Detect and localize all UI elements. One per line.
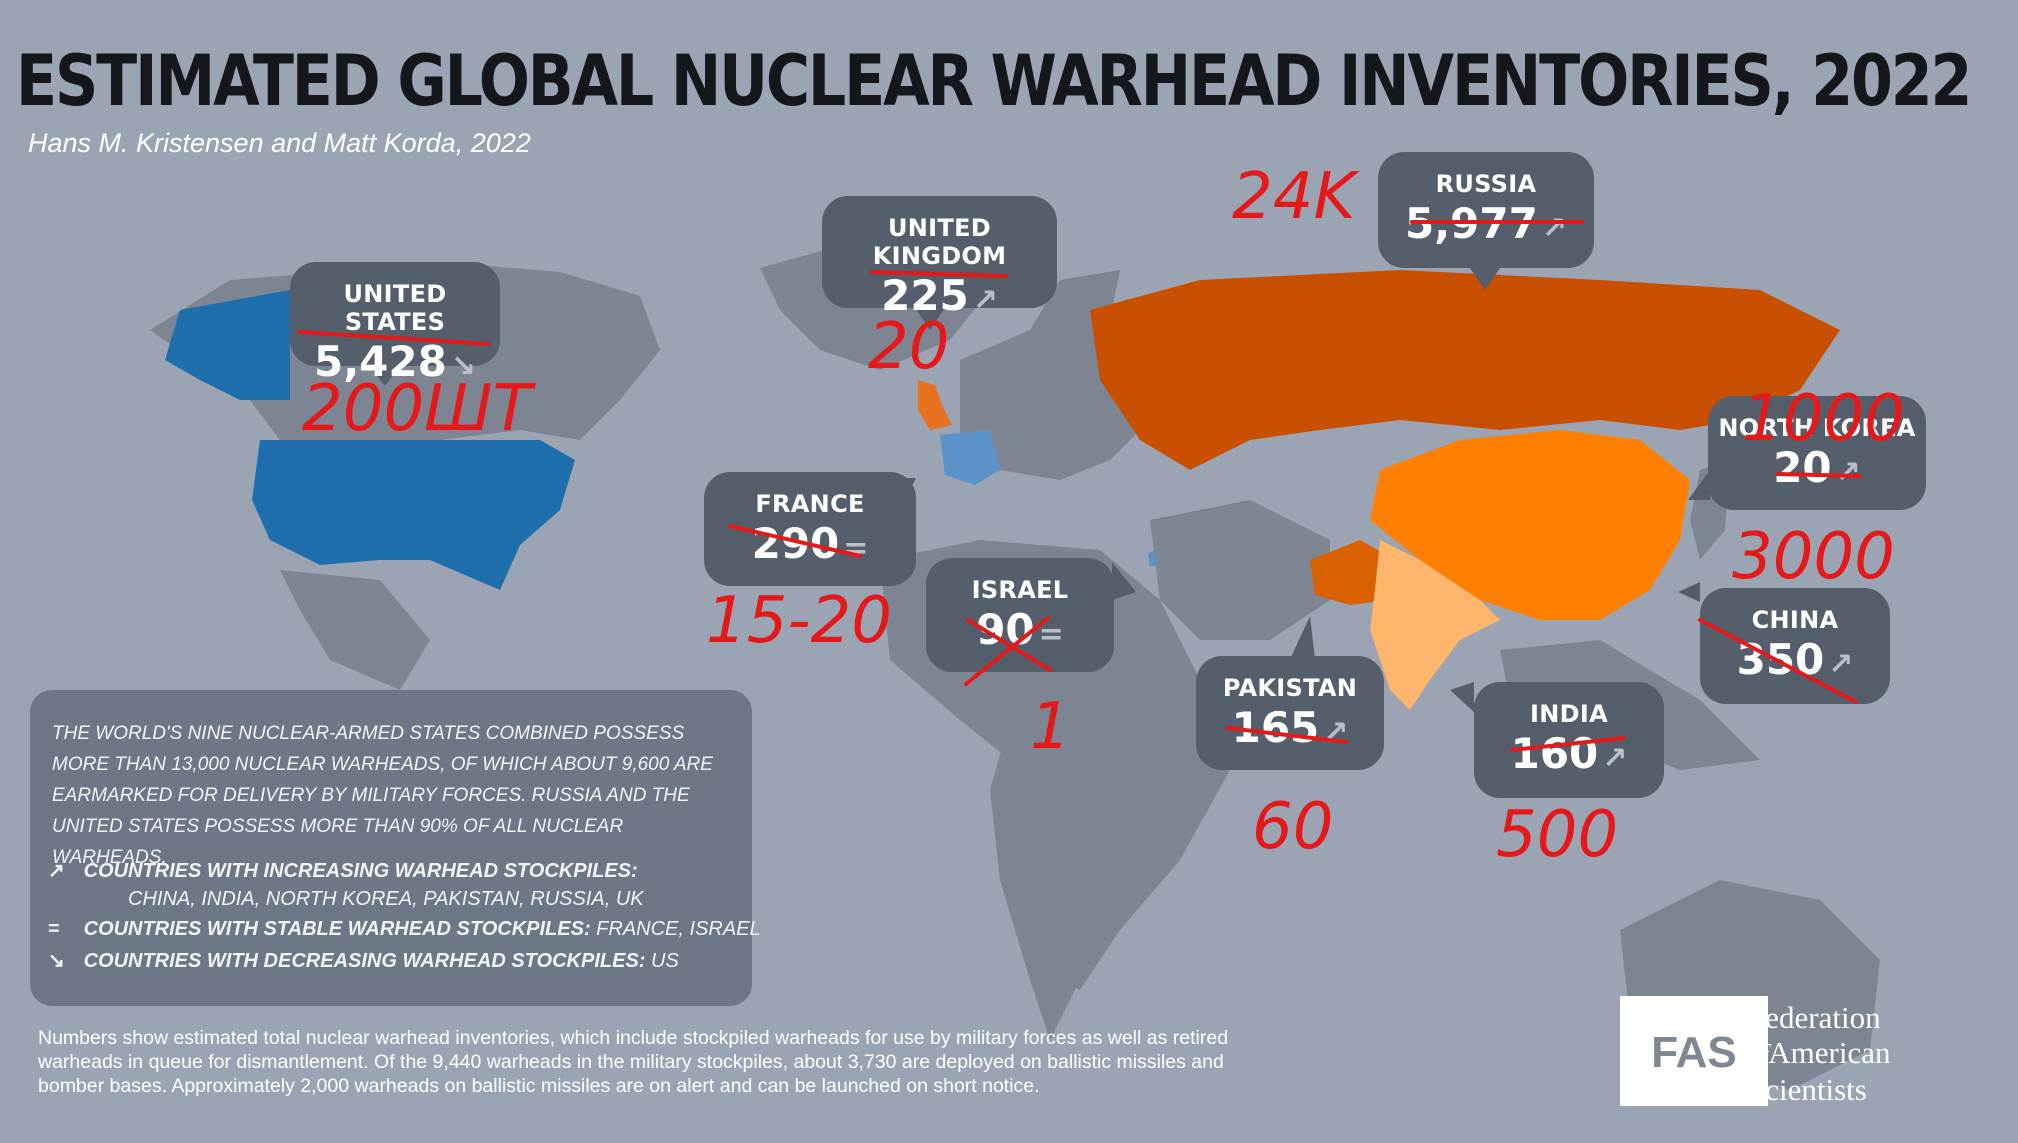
india-bubble-tail xyxy=(1450,682,1474,712)
bubble-israel: ISRAEL 90 = xyxy=(926,558,1114,672)
china-bubble-tail xyxy=(1678,582,1700,602)
legend-stable-label: Countries with stable warhead stockpiles… xyxy=(83,918,591,940)
india-shape xyxy=(1370,540,1500,710)
bubble-north-korea: NORTH KOREA 20 ↗ xyxy=(1708,396,1926,510)
ink-india: 500 xyxy=(1496,798,1619,872)
ink-israel: 1 xyxy=(1030,690,1071,764)
legend-stable: = Countries with stable warhead stockpil… xyxy=(48,918,761,941)
ink-france: 15-20 xyxy=(706,584,892,658)
us-bubble-tail xyxy=(370,366,400,386)
trend-stable-icon: = xyxy=(843,531,869,566)
russia-bubble-tail xyxy=(1470,268,1500,290)
warhead-count: 5,977 xyxy=(1405,199,1538,248)
pakistan-bubble-tail xyxy=(1286,616,1316,668)
organization-name: Federation ofAmerican Scientists xyxy=(1748,1000,1890,1107)
increasing-arrow-icon: ↗ xyxy=(48,860,65,882)
trend-increasing-icon: ↗ xyxy=(1828,647,1854,682)
north-korea-shape xyxy=(1660,478,1688,508)
info-panel: The world's nine nuclear-armed states co… xyxy=(30,690,761,1006)
warhead-count: 165 xyxy=(1231,703,1320,752)
footnote: Numbers show estimated total nuclear war… xyxy=(38,1027,1229,1097)
trend-increasing-icon: ↗ xyxy=(972,283,998,318)
country-name: RUSSIA xyxy=(1435,170,1537,198)
bubble-china: CHINA 350 ↗ xyxy=(1700,588,1890,704)
usa-mainland-shape xyxy=(252,440,575,590)
bubble-united-kingdom: UNITED KINGDOM 225 ↗ xyxy=(822,196,1057,320)
bubble-india: INDIA 160 ↗ xyxy=(1474,682,1664,798)
legend-decreasing-list: US xyxy=(651,950,679,972)
org-line-3: Scientists xyxy=(1748,1072,1867,1107)
north-korea-bubble-tail xyxy=(1688,470,1710,500)
country-name: UNITED STATES xyxy=(343,280,447,336)
equals-icon: = xyxy=(48,918,60,940)
legend-decreasing-label: Countries with decreasing warhead stockp… xyxy=(83,950,646,972)
middle-east-shape xyxy=(1150,500,1330,640)
france-shape xyxy=(940,430,1000,485)
trend-stable-icon: = xyxy=(1038,617,1064,652)
trend-decreasing-icon: ↘ xyxy=(450,349,476,384)
legend-decreasing: ↘ Countries with decreasing warhead stoc… xyxy=(48,948,679,973)
org-of: of xyxy=(1748,1040,1769,1069)
warhead-count: 225 xyxy=(881,271,969,320)
trend-increasing-icon: ↗ xyxy=(1541,211,1567,246)
israel-bubble-tail xyxy=(1112,562,1136,600)
decreasing-arrow-icon: ↘ xyxy=(48,950,65,972)
authors-subtitle: Hans M. Kristensen and Matt Korda, 2022 xyxy=(28,128,531,158)
uk-shape xyxy=(918,380,952,430)
uk-bubble-tail xyxy=(915,308,945,330)
country-name: UNITED KINGDOM xyxy=(872,214,1007,270)
ink-china: 3000 xyxy=(1732,520,1895,594)
trend-increasing-icon: ↗ xyxy=(1602,741,1628,776)
mexico-shape xyxy=(280,570,430,690)
org-line-2: American xyxy=(1768,1035,1891,1070)
warhead-count: 350 xyxy=(1736,635,1825,684)
org-line-1: Federation xyxy=(1748,1000,1881,1035)
legend-stable-list: France, Israel xyxy=(596,918,761,940)
trend-increasing-icon: ↗ xyxy=(1323,715,1349,750)
bubble-russia: RUSSIA 5,977 ↗ xyxy=(1378,152,1594,268)
warhead-count: 160 xyxy=(1510,729,1599,778)
legend-increasing-list: China, India, North Korea, Pakistan, Rus… xyxy=(128,888,644,910)
bubble-france: FRANCE 290 = xyxy=(704,472,916,586)
country-name: INDIA xyxy=(1530,700,1608,728)
warhead-count: 90 xyxy=(976,605,1035,654)
country-name: FRANCE xyxy=(755,490,865,518)
country-name: CHINA xyxy=(1751,606,1839,634)
bubble-pakistan: PAKISTAN 165 ↗ xyxy=(1196,656,1384,770)
ink-pakistan: 60 xyxy=(1252,790,1334,864)
warhead-count: 290 xyxy=(751,519,840,568)
trend-increasing-icon: ↗ xyxy=(1835,455,1861,490)
ink-russia: 24K xyxy=(1232,160,1356,234)
ink-north-korea: 1000 xyxy=(1742,382,1905,456)
israel-shape xyxy=(1148,550,1156,566)
country-name: ISRAEL xyxy=(971,576,1069,604)
summary-paragraph: The world's nine nuclear-armed states co… xyxy=(52,723,713,868)
ink-uk: 20 xyxy=(868,310,950,384)
china-shape xyxy=(1370,430,1690,620)
usa-alaska-shape xyxy=(165,290,290,400)
warhead-count: 20 xyxy=(1773,443,1832,492)
ink-us: 200ШТ xyxy=(302,372,532,446)
bubble-united-states: UNITED STATES 5,428 ↘ xyxy=(290,262,500,386)
legend-increasing: ↗ Countries with increasing warhead stoc… xyxy=(48,858,638,883)
country-name: NORTH KOREA xyxy=(1718,414,1916,442)
russia-shape xyxy=(1090,270,1840,470)
pakistan-shape xyxy=(1310,540,1395,605)
fas-logo: FAS xyxy=(1620,996,1768,1106)
country-name: PAKISTAN xyxy=(1222,674,1358,702)
legend-increasing-label: Countries with increasing warhead stockp… xyxy=(83,860,638,882)
page-title: ESTIMATED GLOBAL NUCLEAR WARHEAD INVENTO… xyxy=(16,40,1972,122)
fas-logo-text: FAS xyxy=(1651,1028,1737,1077)
